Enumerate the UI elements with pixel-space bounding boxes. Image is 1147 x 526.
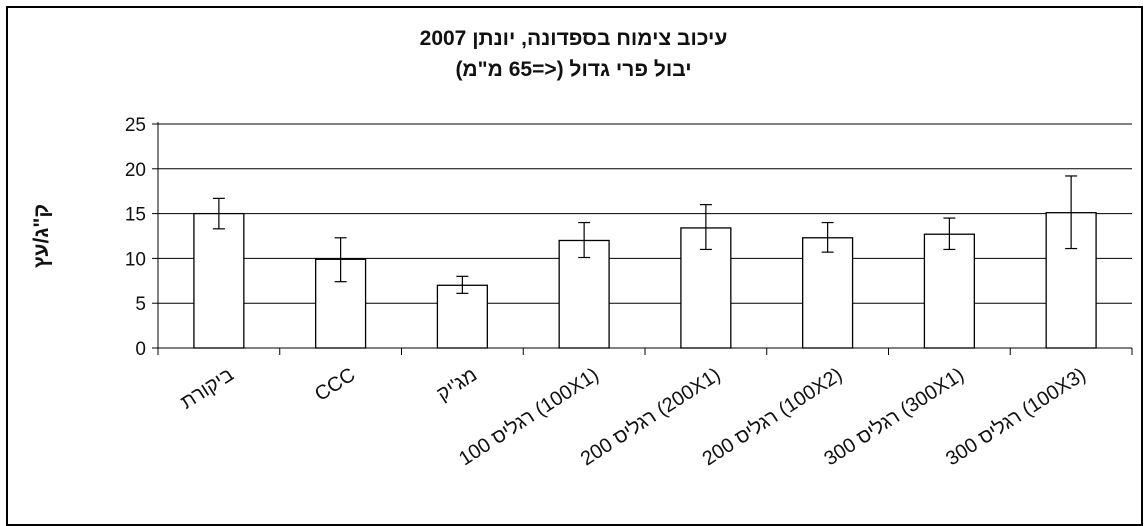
chart-subtitle: יבול פרי גדול (<=65 מ"מ) xyxy=(455,58,692,81)
y-tick-label: 25 xyxy=(125,115,146,136)
y-axis-label: ק"ג/עץ xyxy=(30,204,53,268)
y-tick-label: 20 xyxy=(125,160,146,181)
chart-title: עיכוב צימוח בספדונה, יונתן 2007 xyxy=(419,27,728,50)
y-tick-label: 10 xyxy=(125,249,146,270)
bar xyxy=(558,239,610,349)
bar xyxy=(923,233,975,349)
x-tick-label: CCC xyxy=(311,364,359,406)
y-tick-label: 0 xyxy=(135,339,146,360)
x-tick-label: ביקורת xyxy=(177,364,238,414)
bar xyxy=(436,284,488,349)
x-tick-label: מג'יק xyxy=(433,364,481,406)
bar xyxy=(802,237,854,349)
y-tick-label: 5 xyxy=(135,294,146,315)
y-tick-label: 15 xyxy=(125,205,146,226)
bar xyxy=(193,212,245,349)
